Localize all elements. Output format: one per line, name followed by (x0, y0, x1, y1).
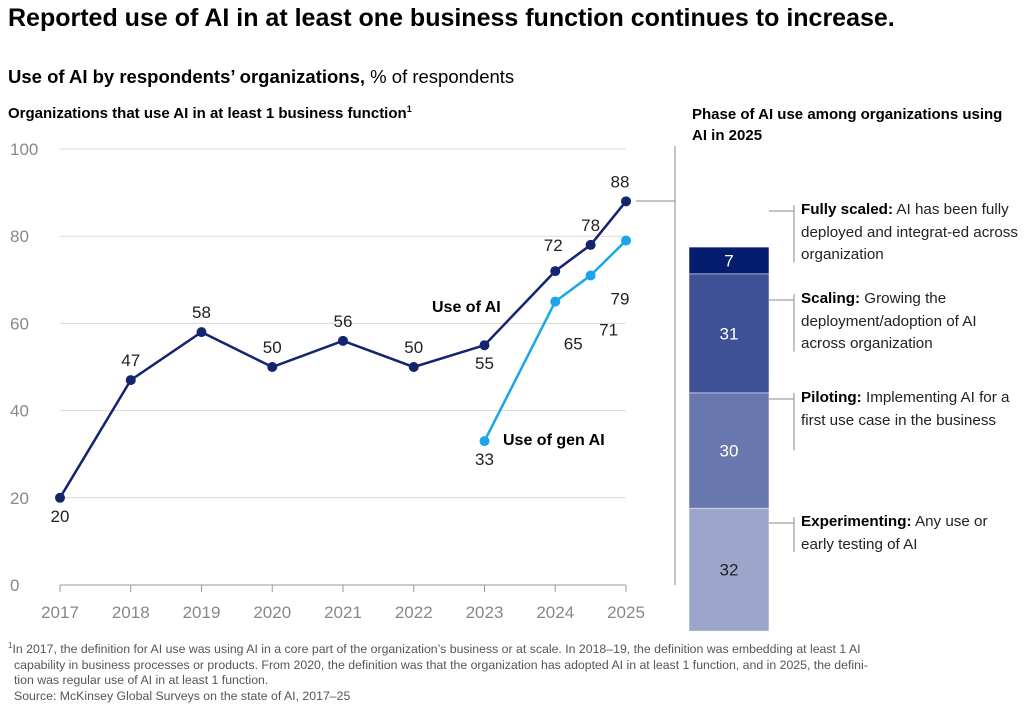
subtitle-unit: % of respondents (365, 66, 515, 87)
use-of-ai-point (550, 266, 561, 277)
x-tick-label: 2020 (253, 603, 291, 622)
x-tick-label: 2023 (466, 603, 504, 622)
segment-name: Fully scaled: (801, 201, 894, 218)
footnote: 1In 2017, the definition for AI use was … (8, 638, 1008, 704)
segment-desc-text: Any use or early testing of AI (801, 513, 988, 553)
chart-title: Reported use of AI in at least one busin… (8, 4, 895, 32)
use-of-ai-point (479, 340, 490, 351)
use-of-ai-data-label: 55 (475, 354, 494, 373)
gen-ai-point (621, 235, 631, 246)
segment-description: Scaling: Growing the deployment/adoption… (801, 288, 1021, 356)
segment-name: Scaling: (801, 290, 861, 307)
segment-name: Piloting: (801, 389, 862, 406)
gen-ai-data-label: 71 (599, 320, 618, 339)
segment-desc-text: Implementing AI for a first use case in … (801, 389, 1010, 429)
footnote-text-1: In 2017, the definition for AI use was u… (12, 642, 861, 657)
gen-ai-point (550, 296, 561, 307)
x-tick-label: 2018 (112, 603, 150, 622)
segment-desc-text: Growing the deployment/adoption of AI ac… (801, 290, 977, 352)
use-of-ai-data-label: 88 (611, 172, 630, 191)
use-of-ai-point (585, 239, 596, 250)
use-of-ai-data-label: 50 (404, 338, 423, 357)
use-of-ai-data-label: 72 (544, 236, 563, 255)
segment-value-label: 32 (720, 561, 739, 580)
gen-ai-data-label: 65 (564, 335, 583, 354)
x-tick-label: 2025 (607, 603, 645, 622)
gen-ai-point (479, 436, 490, 447)
stacked-bar-segment (688, 246, 770, 275)
use-of-ai-data-label: 78 (581, 216, 600, 235)
gen-ai-line (483, 239, 627, 442)
stacked-bar-segment (688, 507, 770, 632)
bar-chart-title: Phase of AI use among organizations usin… (692, 106, 1003, 144)
use-of-ai-data-label: 20 (51, 507, 70, 526)
footnote-line-3: tion was regular use of AI in at least 1… (14, 673, 269, 688)
use-of-ai-point (621, 196, 631, 207)
gen-ai-data-label: 79 (611, 290, 630, 309)
segment-description: Experimenting: Any use or early testing … (801, 511, 1021, 556)
use-of-ai-data-label: 50 (263, 338, 282, 357)
series-label-gen-ai: Use of gen AI (503, 432, 605, 449)
segment-value-label: 7 (724, 252, 733, 271)
use-of-ai-line (58, 200, 627, 499)
x-tick-label: 2022 (395, 603, 433, 622)
x-tick-label: 2019 (183, 603, 221, 622)
gen-ai-point (585, 270, 596, 281)
use-of-ai-point (55, 492, 65, 503)
source: Source: McKinsey Global Surveys on the s… (14, 688, 351, 703)
segment-value-label: 30 (720, 442, 739, 461)
y-tick-label: 40 (10, 402, 29, 421)
use-of-ai-point (125, 375, 136, 386)
y-tick-label: 20 (10, 489, 29, 508)
x-tick-label: 2017 (41, 603, 79, 622)
use-of-ai-point (267, 362, 278, 372)
use-of-ai-point (196, 327, 207, 338)
use-of-ai-point (338, 335, 348, 346)
y-tick-label: 100 (10, 140, 38, 159)
segment-description: Fully scaled: AI has been fully deployed… (801, 199, 1021, 267)
x-tick-label: 2021 (324, 603, 362, 622)
chart-subtitle: Use of AI by respondents’ organizations,… (8, 66, 514, 88)
segment-description: Piloting: Implementing AI for a first us… (801, 387, 1021, 432)
footnote-sup: 1 (8, 641, 13, 650)
gen-ai-data-label: 33 (475, 450, 494, 469)
line-chart-title-text: Organizations that use AI in at least 1 … (8, 105, 407, 122)
stacked-bar-segment (688, 273, 770, 394)
y-tick-label: 0 (10, 576, 19, 595)
use-of-ai-data-label: 58 (192, 303, 211, 322)
use-of-ai-data-label: 56 (334, 312, 353, 331)
use-of-ai-data-label: 47 (121, 351, 140, 370)
footnote-marker: 1 (406, 104, 412, 114)
footnote-line-1: 1In 2017, the definition for AI use was … (8, 641, 861, 657)
footnote-line-2: capability in business processes or prod… (14, 657, 868, 672)
use-of-ai-point (408, 362, 419, 372)
line-chart-title: Organizations that use AI in at least 1 … (8, 104, 412, 122)
subtitle-bold: Use of AI by respondents’ organizations, (8, 66, 366, 87)
y-tick-label: 60 (10, 314, 29, 333)
series-label-use-of-ai: Use of AI (432, 299, 501, 316)
segment-desc-text: AI has been fully deployed and integrat-… (801, 201, 1018, 263)
y-tick-label: 80 (10, 227, 29, 246)
segment-name: Experimenting: (801, 513, 912, 530)
x-tick-label: 2024 (536, 603, 574, 622)
segment-value-label: 31 (720, 324, 739, 343)
